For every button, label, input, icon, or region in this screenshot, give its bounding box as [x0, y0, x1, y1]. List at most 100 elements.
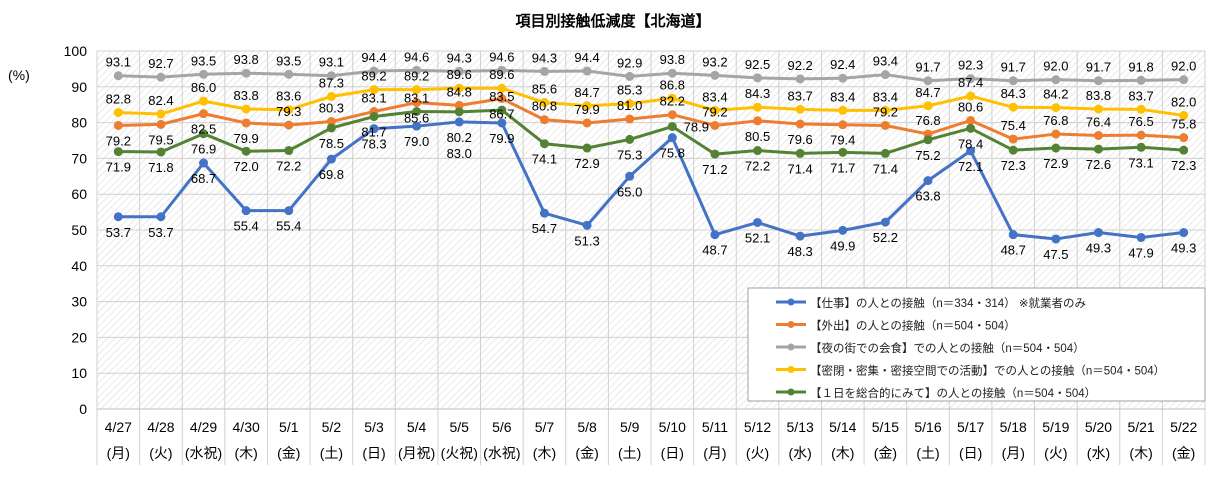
y-tick-label: 40 [71, 258, 87, 274]
data-point [1008, 230, 1018, 240]
x-tick-label-day: (土) [320, 445, 343, 461]
data-label: 78.5 [319, 136, 344, 151]
x-tick-label-date: 5/19 [1042, 419, 1069, 435]
data-label: 93.1 [319, 55, 344, 70]
x-tick-label-date: 5/22 [1170, 419, 1197, 435]
data-point [199, 69, 209, 79]
data-point [795, 119, 805, 129]
data-label: 93.2 [702, 54, 727, 69]
data-point [753, 217, 763, 227]
data-point [497, 118, 507, 128]
data-label: 94.4 [574, 50, 599, 65]
data-label: 82.5 [191, 122, 216, 137]
data-label: 93.8 [233, 52, 258, 67]
data-point [284, 120, 294, 130]
data-point [1136, 233, 1146, 243]
data-point [326, 117, 336, 127]
data-label: 93.5 [191, 53, 216, 68]
legend-label: 【仕事】の人との接触（n＝334・314） ※就業者のみ [810, 296, 1086, 310]
data-label: 74.1 [532, 152, 557, 167]
data-label: 79.2 [106, 133, 131, 148]
x-tick-label-date: 4/30 [233, 419, 260, 435]
data-point [966, 91, 976, 101]
data-label: 75.3 [617, 147, 642, 162]
x-tick-label-day: (金) [575, 445, 598, 461]
data-label: 79.5 [148, 132, 173, 147]
x-tick-label-date: 5/20 [1085, 419, 1112, 435]
data-label: 92.7 [148, 56, 173, 71]
data-point [838, 120, 848, 130]
x-tick-label-day: (水祝) [483, 445, 520, 461]
legend-label: 【外出】の人との接触（n＝504・504） [810, 319, 1016, 333]
data-label: 72.6 [1086, 157, 1111, 172]
data-point [156, 147, 166, 157]
x-tick-label-day: (火) [149, 445, 172, 461]
data-point [412, 98, 422, 108]
data-point [880, 105, 890, 115]
data-label: 79.9 [489, 131, 514, 146]
x-tick-label-date: 5/17 [957, 419, 984, 435]
x-tick-label-day: (水祝) [185, 445, 222, 461]
data-point [369, 112, 379, 122]
data-label: 72.3 [1001, 158, 1026, 173]
data-label: 91.7 [915, 60, 940, 75]
data-label: 85.3 [617, 83, 642, 98]
data-point [667, 93, 677, 103]
series-line [118, 86, 1184, 117]
data-point [412, 85, 422, 95]
x-tick-label-day: (火) [746, 445, 769, 461]
x-tick-label-day: (木) [1129, 445, 1152, 461]
data-point [497, 94, 507, 104]
data-point [625, 99, 635, 109]
data-point [241, 146, 251, 156]
data-point [582, 66, 592, 76]
data-label: 83.8 [1086, 88, 1111, 103]
data-point [1008, 145, 1018, 155]
data-point [838, 73, 848, 83]
data-label: 83.4 [873, 89, 898, 104]
data-label: 53.7 [148, 225, 173, 240]
legend-swatch-marker [787, 388, 795, 396]
data-label: 71.8 [148, 160, 173, 175]
data-point [241, 104, 251, 114]
data-label: 71.4 [873, 161, 898, 176]
data-point [497, 105, 507, 115]
data-point [1179, 133, 1189, 143]
data-label: 80.8 [532, 99, 557, 114]
legend-swatch-marker [787, 343, 795, 351]
data-point [1136, 142, 1146, 152]
data-point [1093, 144, 1103, 154]
data-label: 68.7 [191, 171, 216, 186]
data-point [1008, 134, 1018, 144]
x-tick-label-date: 5/4 [407, 419, 427, 435]
data-point [1093, 76, 1103, 86]
x-tick-label-date: 5/14 [829, 419, 856, 435]
x-tick-label-day: (火) [1044, 445, 1067, 461]
data-label: 93.5 [276, 53, 301, 68]
data-point [710, 120, 720, 130]
data-point [1051, 143, 1061, 153]
data-point [625, 114, 635, 124]
data-point [326, 91, 336, 101]
data-label: 89.2 [404, 69, 429, 84]
data-point [710, 230, 720, 240]
legend-label: 【１日を総合的にみて】の人との接触（n＝504・504） [810, 386, 1096, 400]
x-tick-label-day: (水) [1087, 445, 1110, 461]
data-point [710, 105, 720, 115]
x-tick-label-date: 5/6 [492, 419, 512, 435]
data-point [966, 74, 976, 84]
data-label: 92.2 [787, 58, 812, 73]
data-point [113, 108, 123, 118]
x-tick-label-day: (木) [533, 445, 556, 461]
data-label: 76.5 [1128, 114, 1153, 129]
data-point [710, 149, 720, 159]
data-point [795, 74, 805, 84]
data-point [369, 124, 379, 134]
y-tick-label: 10 [71, 365, 87, 381]
data-label: 71.2 [702, 162, 727, 177]
data-point [1051, 129, 1061, 139]
x-tick-label-day: (月祝) [398, 445, 435, 461]
x-tick-label-date: 5/10 [659, 419, 686, 435]
y-tick-label: 0 [79, 401, 87, 417]
data-label: 82.8 [106, 92, 131, 107]
